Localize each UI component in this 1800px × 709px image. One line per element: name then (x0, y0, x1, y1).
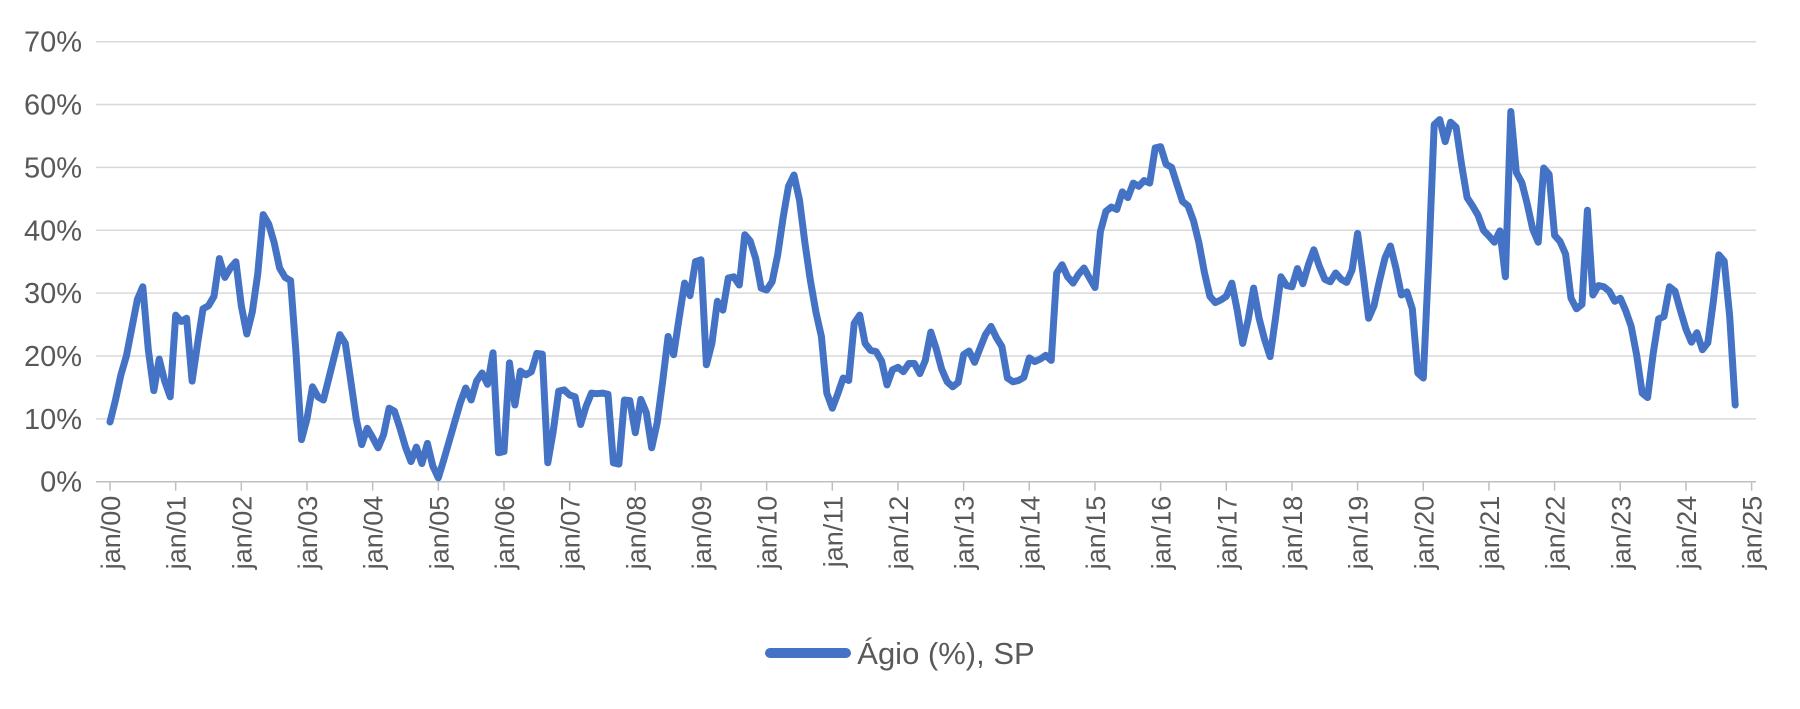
x-tick-label-jan/09: jan/09 (687, 496, 717, 571)
x-tick-label-jan/21: jan/21 (1475, 496, 1505, 571)
y-tick-label-70%: 70% (24, 27, 82, 59)
y-tick-label-40%: 40% (24, 215, 82, 247)
y-tick-label-0%: 0% (40, 467, 82, 499)
x-tick-label-jan/11: jan/11 (818, 496, 848, 569)
y-tick-label-30%: 30% (24, 278, 82, 310)
x-tick-label-jan/24: jan/24 (1672, 496, 1702, 571)
x-tick-label-jan/14: jan/14 (1015, 496, 1045, 571)
y-tick-label-60%: 60% (24, 90, 82, 122)
x-tick-label-jan/23: jan/23 (1606, 496, 1636, 571)
x-tick-label-jan/04: jan/04 (359, 496, 389, 571)
x-tick-label-jan/03: jan/03 (293, 496, 323, 571)
legend-label: Ágio (%), SP (857, 635, 1035, 671)
x-tick-label-jan/25: jan/25 (1738, 496, 1768, 571)
x-tick-label-jan/12: jan/12 (884, 496, 914, 571)
x-tick-label-jan/10: jan/10 (753, 496, 783, 571)
y-axis-labels: 0% 10% 20% 30% 40% 50% 60% 70% (24, 27, 82, 499)
x-tick-label-jan/17: jan/17 (1212, 496, 1242, 571)
legend: Ágio (%), SP (0, 628, 1800, 678)
x-tick-label-jan/18: jan/18 (1278, 496, 1308, 571)
x-tick-label-jan/06: jan/06 (490, 496, 520, 571)
x-tick-label-jan/00: jan/00 (96, 496, 126, 571)
x-tick-label-jan/05: jan/05 (424, 496, 454, 571)
series-agio-sp (106, 108, 1739, 482)
x-axis (109, 481, 1753, 491)
x-tick-label-jan/08: jan/08 (621, 496, 651, 571)
x-tick-label-jan/01: jan/01 (162, 496, 192, 571)
x-tick-label-jan/07: jan/07 (556, 496, 586, 571)
x-tick-label-jan/22: jan/22 (1541, 496, 1571, 571)
y-tick-label-50%: 50% (24, 152, 82, 184)
x-tick-label-jan/19: jan/19 (1344, 496, 1374, 571)
x-tick-label-jan/02: jan/02 (227, 496, 257, 571)
y-tick-label-20%: 20% (24, 341, 82, 373)
x-tick-label-jan/13: jan/13 (950, 496, 980, 571)
x-tick-label-jan/20: jan/20 (1409, 496, 1439, 571)
x-tick-label-jan/15: jan/15 (1081, 496, 1111, 571)
x-tick-label-jan/16: jan/16 (1147, 496, 1177, 571)
legend-line-swatch (765, 648, 852, 658)
y-tick-label-10%: 10% (24, 404, 82, 436)
x-axis-labels: jan/00 jan/01 jan/02 jan/03 jan/04 jan/05 jan/… (96, 496, 1768, 571)
series-line-agio-sp (106, 108, 1739, 482)
